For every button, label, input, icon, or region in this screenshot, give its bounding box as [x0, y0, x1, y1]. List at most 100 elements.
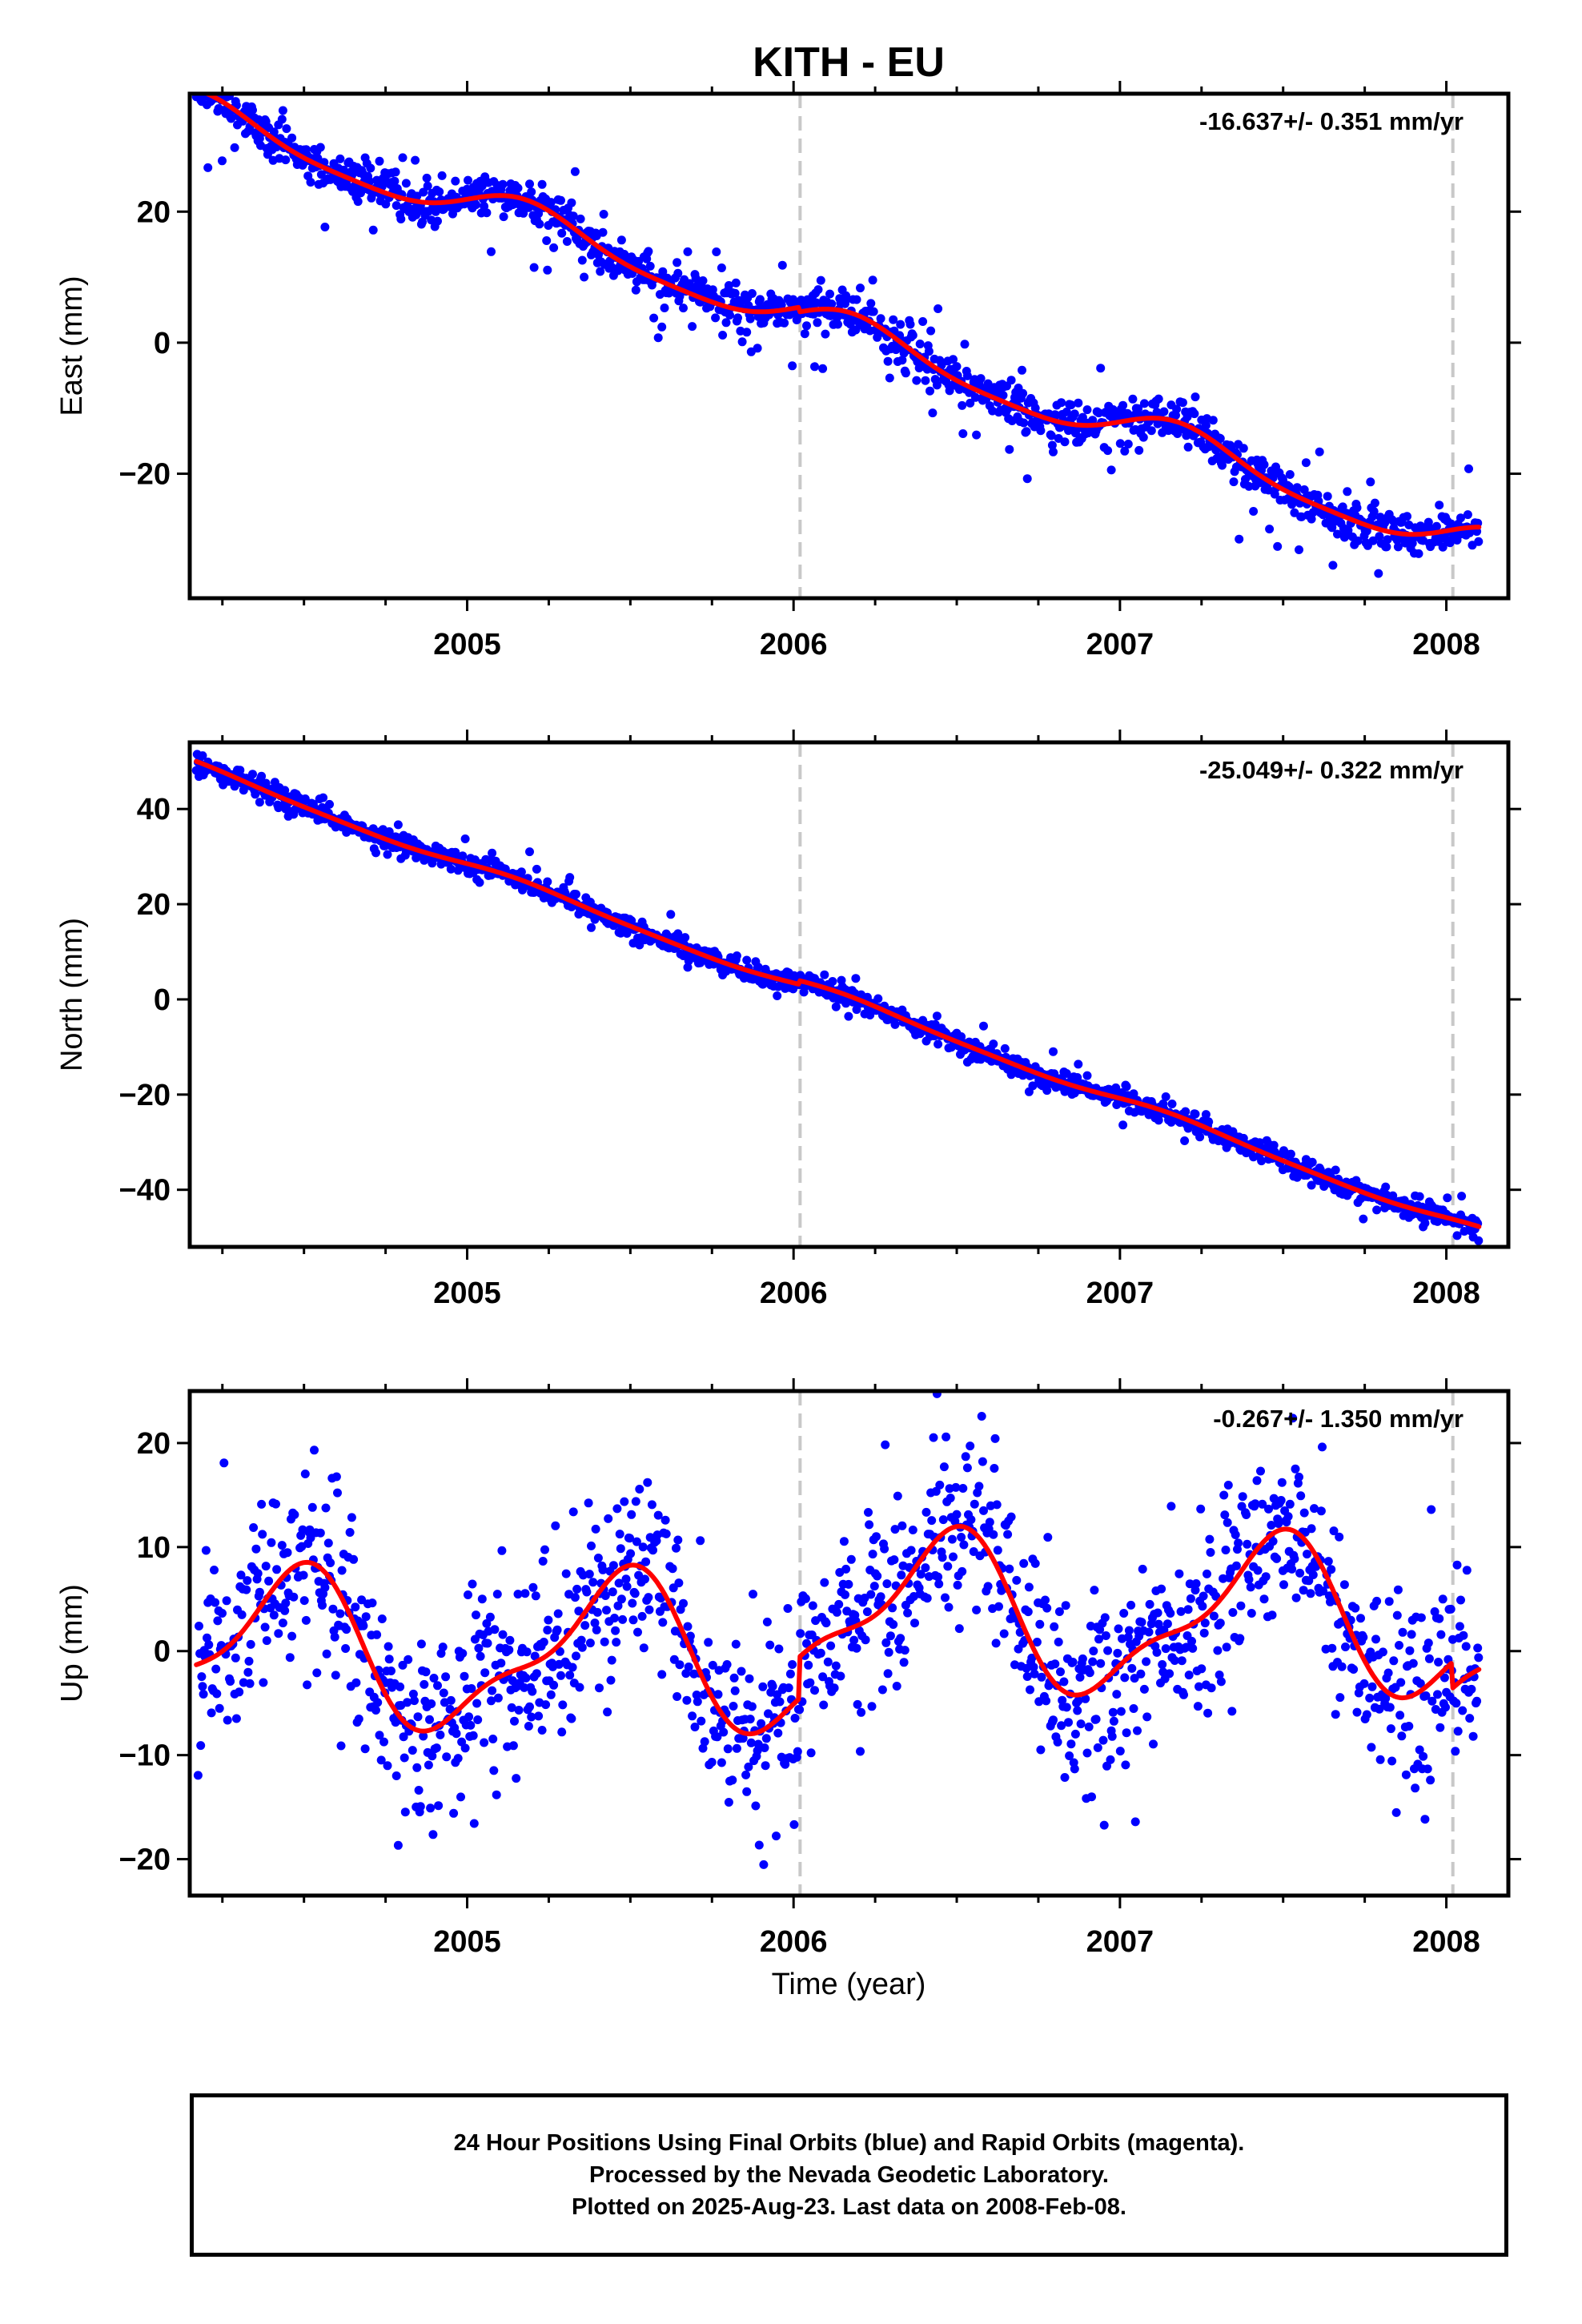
- data-point: [1050, 1622, 1059, 1631]
- data-point: [899, 1658, 909, 1667]
- data-point: [768, 1682, 777, 1691]
- data-point: [746, 1738, 756, 1747]
- data-point: [525, 1702, 534, 1711]
- data-point: [453, 1754, 463, 1763]
- data-point: [1374, 569, 1383, 578]
- data-point: [412, 191, 422, 201]
- data-point: [628, 1598, 637, 1608]
- data-point: [1453, 1727, 1463, 1736]
- data-point: [1423, 1764, 1432, 1774]
- y-tick-label: 0: [154, 983, 171, 1017]
- data-point: [1111, 1083, 1121, 1092]
- data-point: [1026, 1685, 1034, 1695]
- panels: 2005 2006 2007 2008 −20 0 20 East (mm) -16.637+/…: [55, 71, 1521, 1959]
- data-point: [722, 1660, 732, 1669]
- data-point: [1446, 1604, 1456, 1614]
- data-point: [1273, 541, 1283, 551]
- data-point: [1064, 1718, 1073, 1727]
- data-point: [1435, 1614, 1444, 1623]
- data-point: [508, 1741, 518, 1751]
- data-point: [460, 834, 470, 843]
- data-point: [1227, 1707, 1237, 1716]
- data-point: [1215, 1671, 1224, 1679]
- y-tick-label: −20: [119, 1079, 171, 1112]
- data-point: [433, 1681, 442, 1691]
- data-point: [1415, 1679, 1425, 1688]
- data-point: [546, 198, 556, 207]
- data-point: [844, 1579, 853, 1589]
- data-point: [576, 1635, 586, 1645]
- data-point: [493, 1693, 503, 1703]
- data-point: [1380, 518, 1390, 528]
- data-point: [213, 1616, 223, 1626]
- panel-up: 2005 2006 2007 2008 −20 −10 0 10 20 Up (mm) -0.267…: [55, 1378, 1521, 1959]
- data-point: [849, 1635, 859, 1645]
- data-point: [1149, 1739, 1158, 1749]
- data-point: [1343, 487, 1352, 497]
- data-point: [921, 376, 930, 385]
- data-point: [732, 951, 741, 960]
- data-point: [377, 1614, 387, 1623]
- data-point: [251, 1544, 261, 1554]
- data-point: [631, 1497, 640, 1506]
- data-point: [719, 1727, 729, 1737]
- data-point: [900, 1646, 909, 1655]
- data-point: [1395, 1711, 1405, 1720]
- data-point: [697, 1716, 706, 1726]
- data-point: [682, 1695, 692, 1705]
- data-point: [1259, 460, 1269, 469]
- data-point: [728, 1775, 737, 1785]
- data-point: [1170, 1656, 1179, 1665]
- data-point: [209, 71, 218, 80]
- data-point: [673, 258, 682, 267]
- data-point: [419, 1731, 428, 1741]
- data-point: [1076, 1719, 1086, 1729]
- rate-annotation: -25.049+/- 0.322 mm/yr: [1199, 756, 1464, 784]
- data-point: [1205, 1534, 1215, 1544]
- data-point: [1127, 1663, 1137, 1673]
- data-point: [396, 215, 406, 223]
- data-point: [416, 1639, 426, 1649]
- data-point: [607, 1655, 616, 1665]
- data-point: [428, 1830, 438, 1839]
- data-point: [1144, 1627, 1154, 1637]
- data-point: [236, 1570, 246, 1580]
- data-point: [567, 198, 576, 207]
- data-point: [927, 1516, 937, 1526]
- data-point: [823, 1657, 833, 1667]
- data-point: [588, 1578, 598, 1587]
- data-point: [1435, 501, 1444, 510]
- data-point: [201, 1546, 211, 1555]
- data-point: [197, 1672, 207, 1682]
- data-point: [926, 386, 934, 396]
- data-point: [1015, 1627, 1025, 1637]
- data-point: [436, 1730, 445, 1739]
- data-point: [708, 285, 717, 295]
- data-point: [696, 1536, 705, 1546]
- data-point: [867, 1702, 877, 1711]
- data-point: [1218, 460, 1227, 470]
- data-point: [818, 1672, 828, 1682]
- data-point: [522, 1647, 532, 1657]
- data-point: [943, 1562, 953, 1571]
- data-point: [952, 1510, 962, 1519]
- data-point: [821, 329, 830, 339]
- data-point: [1473, 1643, 1483, 1653]
- data-point: [753, 344, 762, 353]
- data-point: [831, 1002, 841, 1011]
- data-point: [357, 1595, 367, 1605]
- data-point: [1109, 1716, 1118, 1726]
- data-point: [773, 1728, 783, 1738]
- data-point: [1467, 1684, 1476, 1694]
- data-point: [267, 1538, 276, 1547]
- data-point: [657, 322, 667, 332]
- data-point: [466, 1720, 476, 1730]
- data-point: [816, 1648, 825, 1658]
- data-point: [1343, 525, 1353, 535]
- data-point: [692, 1691, 701, 1699]
- data-point: [679, 304, 688, 313]
- data-point: [1082, 1748, 1092, 1758]
- data-point: [1059, 1677, 1069, 1687]
- data-point: [483, 1638, 492, 1648]
- data-point: [957, 1032, 966, 1041]
